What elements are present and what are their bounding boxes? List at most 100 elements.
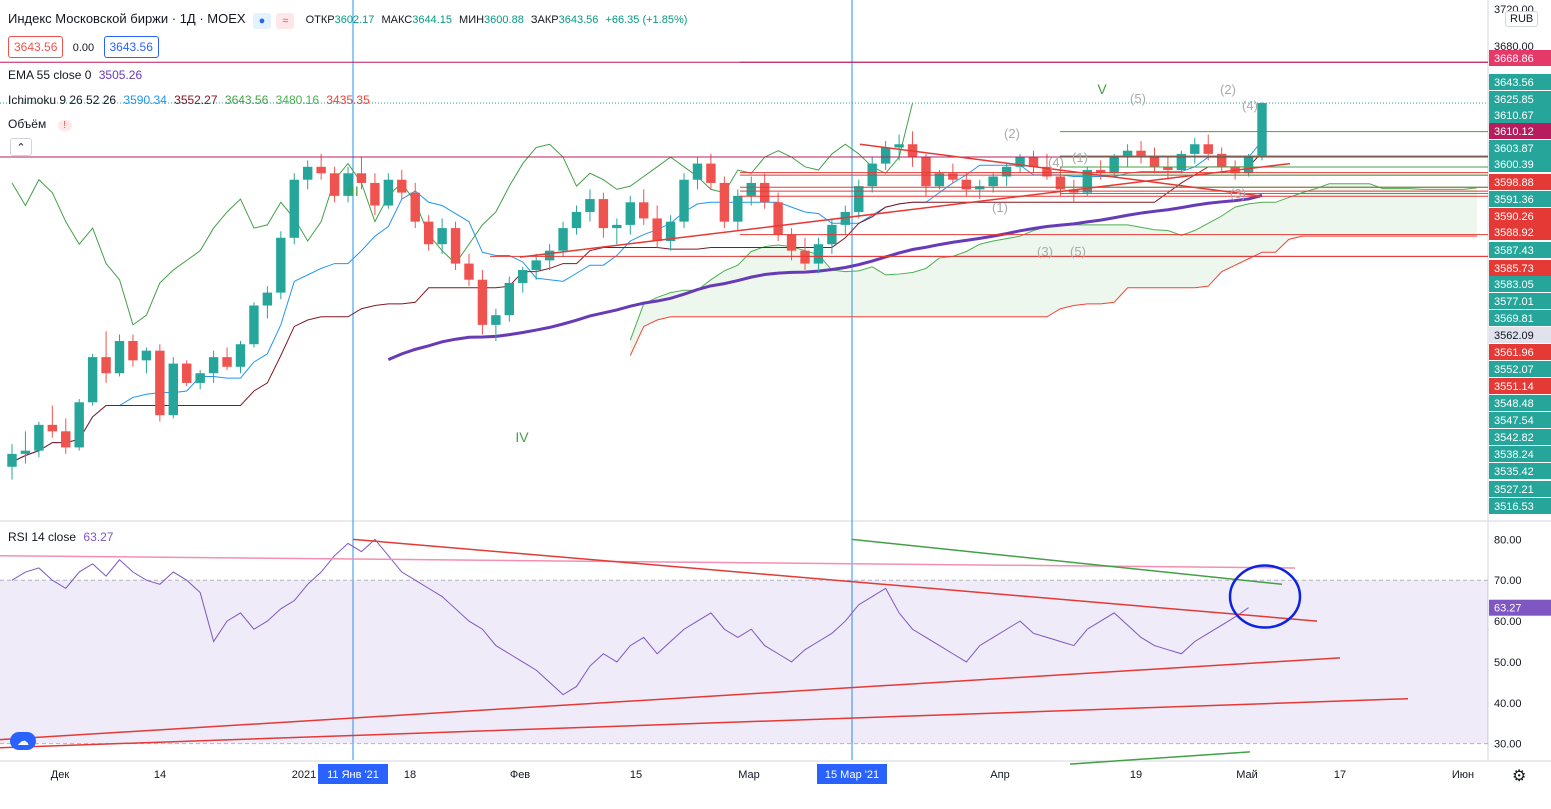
price-tick-label: 3668.86 bbox=[1489, 50, 1551, 66]
date-marker-label: 11 Янв '21 bbox=[318, 764, 388, 784]
trend-line bbox=[519, 162, 1291, 258]
ask-box[interactable]: 3643.56 bbox=[103, 36, 159, 58]
time-tick-label: 17 bbox=[1334, 769, 1346, 781]
price-tick-label: 3585.73 bbox=[1489, 260, 1551, 276]
symbol-title[interactable]: Индекс Московской биржи · 1Д · MOEX bbox=[8, 11, 246, 26]
candle bbox=[531, 253, 541, 280]
rsi-trend-line bbox=[352, 538, 1318, 622]
candle bbox=[316, 153, 326, 180]
svg-text:3587.43: 3587.43 bbox=[1494, 245, 1534, 257]
price-tick-label: 3625.85 bbox=[1489, 91, 1551, 107]
wave-label: (3) bbox=[1037, 244, 1053, 259]
time-tick-label: 2021 bbox=[292, 769, 316, 781]
candle bbox=[423, 215, 434, 251]
price-tick-label: 3527.21 bbox=[1489, 481, 1551, 497]
volume-legend[interactable]: Объём ! bbox=[8, 117, 72, 131]
candle bbox=[168, 357, 178, 419]
compare-icon[interactable]: ● bbox=[252, 13, 271, 29]
candle bbox=[625, 195, 635, 235]
spread-value: 0.00 bbox=[72, 42, 95, 54]
candle bbox=[450, 221, 461, 271]
price-tick-label: 3598.88 bbox=[1489, 174, 1551, 190]
volume-alert-icon[interactable]: ! bbox=[57, 120, 72, 131]
rsi-trend-line bbox=[0, 554, 1296, 569]
price-tick-label: 3591.36 bbox=[1489, 191, 1551, 207]
candle bbox=[249, 302, 259, 348]
candle bbox=[706, 153, 716, 190]
candle bbox=[544, 244, 555, 271]
wave-label: (4) bbox=[1242, 98, 1258, 113]
price-tick-label: 3603.87 bbox=[1489, 140, 1551, 156]
wave-label: (2) bbox=[1004, 126, 1020, 141]
price-tick-label: 3516.53 bbox=[1489, 498, 1551, 514]
rsi-trend-line bbox=[851, 538, 1283, 586]
candle bbox=[679, 173, 689, 229]
ema-legend[interactable]: EMA 55 close 0 3505.26 bbox=[8, 68, 143, 82]
candle bbox=[410, 182, 420, 229]
rsi-tick-label: 80.00 bbox=[1494, 534, 1522, 546]
price-tick-label: 3569.81 bbox=[1489, 310, 1551, 326]
candle bbox=[585, 189, 595, 222]
ichimoku-legend[interactable]: Ichimoku 9 26 52 26 3590.34 3552.27 3643… bbox=[8, 93, 370, 107]
candle bbox=[1216, 147, 1227, 174]
rsi-tick-label: 60.00 bbox=[1494, 616, 1522, 628]
rsi-legend[interactable]: RSI 14 close 63.27 bbox=[8, 530, 114, 544]
price-tick-label: 3551.14 bbox=[1489, 378, 1551, 394]
collapse-legend-button[interactable]: ⌃ bbox=[10, 138, 32, 156]
wave-label: (1) bbox=[1072, 150, 1088, 165]
price-tick-label: 3583.05 bbox=[1489, 276, 1551, 292]
price-tick-label: 3587.43 bbox=[1489, 242, 1551, 258]
candle bbox=[894, 134, 904, 161]
price-tick-label: 3577.01 bbox=[1489, 293, 1551, 309]
price-tick-label: 3548.48 bbox=[1489, 395, 1551, 411]
wave-label: (3) bbox=[1230, 186, 1246, 201]
candle bbox=[1176, 150, 1187, 174]
price-tick-label: 3588.92 bbox=[1489, 224, 1551, 240]
candle bbox=[276, 231, 286, 300]
settings-gear-icon[interactable]: ⚙ bbox=[1512, 768, 1527, 785]
rsi-tick-label: 30.00 bbox=[1494, 739, 1522, 751]
wave-icon[interactable]: ≈ bbox=[276, 13, 295, 29]
time-tick-label: 18 bbox=[404, 769, 416, 781]
wave-label: V bbox=[1097, 81, 1107, 97]
candle bbox=[74, 399, 84, 451]
bid-box[interactable]: 3643.56 bbox=[8, 36, 64, 58]
svg-text:3643.56: 3643.56 bbox=[1494, 77, 1534, 89]
candle bbox=[639, 189, 649, 225]
candle bbox=[329, 166, 340, 203]
candle bbox=[1163, 157, 1173, 180]
candle bbox=[719, 176, 730, 229]
candle bbox=[1136, 141, 1146, 164]
candle bbox=[988, 173, 998, 193]
candle bbox=[880, 141, 891, 171]
svg-text:3516.53: 3516.53 bbox=[1494, 501, 1534, 513]
time-tick-label: 19 bbox=[1130, 769, 1142, 781]
svg-text:3562.09: 3562.09 bbox=[1494, 330, 1534, 342]
price-tick-label: 3542.82 bbox=[1489, 429, 1551, 445]
svg-text:3598.88: 3598.88 bbox=[1494, 177, 1534, 189]
cloud-icon[interactable]: ☁ bbox=[10, 732, 36, 750]
time-tick-label: Мар bbox=[738, 769, 760, 781]
time-tick-label: 15 bbox=[630, 769, 642, 781]
rsi-trend-line bbox=[1069, 751, 1251, 765]
price-tick-label: 3590.26 bbox=[1489, 208, 1551, 224]
candle bbox=[961, 173, 972, 196]
candle bbox=[612, 218, 622, 245]
candle bbox=[840, 205, 851, 235]
candle bbox=[302, 160, 313, 190]
currency-button[interactable]: RUB bbox=[1505, 11, 1539, 27]
svg-text:3588.92: 3588.92 bbox=[1494, 227, 1534, 239]
wave-label: (5) bbox=[1130, 91, 1146, 106]
ema-55-line bbox=[387, 193, 1263, 362]
time-tick-label: Июн bbox=[1452, 769, 1474, 781]
candle bbox=[665, 215, 676, 251]
candle bbox=[491, 308, 501, 341]
candle bbox=[598, 192, 609, 238]
date-marker-label: 15 Мар '21 bbox=[817, 764, 887, 784]
svg-text:3591.36: 3591.36 bbox=[1494, 194, 1534, 206]
time-tick-label: 14 bbox=[154, 769, 166, 781]
time-tick-label: Май bbox=[1236, 769, 1258, 781]
rsi-last-label: 63.27 bbox=[1489, 599, 1551, 616]
rsi-band bbox=[0, 580, 1488, 744]
